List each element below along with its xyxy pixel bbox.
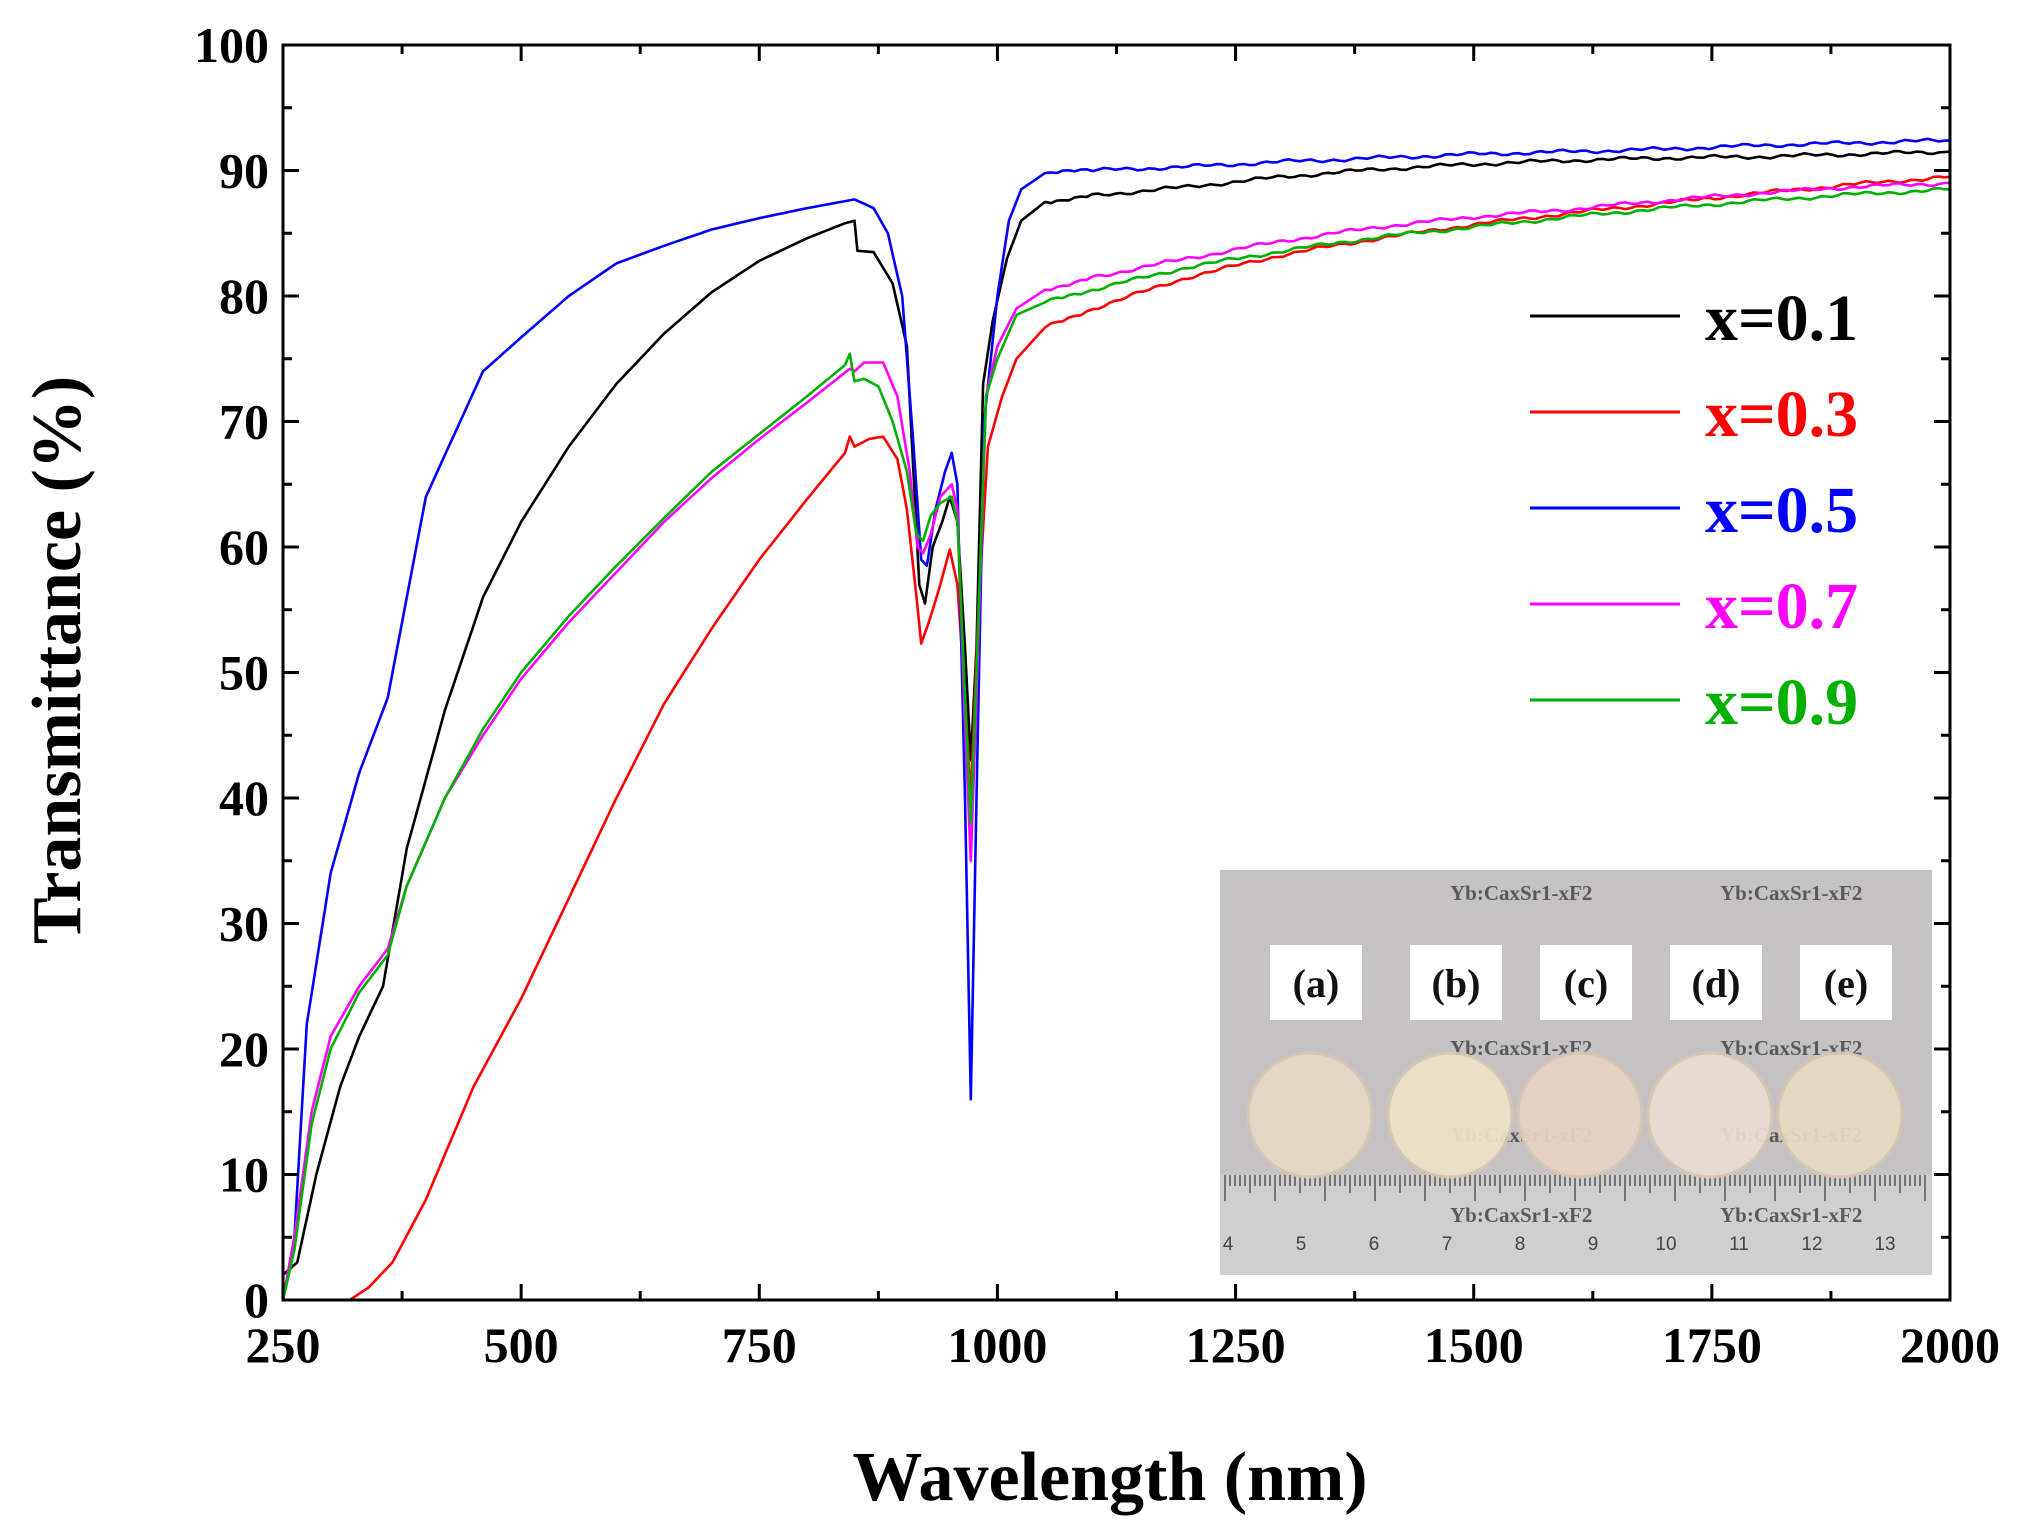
ruler-number: 10 bbox=[1655, 1234, 1676, 1255]
ruler-number: 5 bbox=[1296, 1234, 1307, 1255]
axes: 250 500 750 1000 1250 1500 1750 2000 0 10 20 30 40 50… bbox=[194, 17, 2000, 1373]
crystal-disc bbox=[1246, 1051, 1374, 1179]
crystal-disc bbox=[1386, 1051, 1514, 1179]
y-tick-label: 90 bbox=[219, 143, 269, 199]
ruler-number: 13 bbox=[1874, 1234, 1895, 1255]
inset-photo: 4 5 6 7 8 9 10 11 12 13 Yb:CaxSr1-xF2 Yb:CaxSr1-xF2… bbox=[1220, 870, 1932, 1275]
y-tick-label: 30 bbox=[219, 896, 269, 952]
inset-label-d: (d) bbox=[1692, 961, 1741, 1006]
x-tick-label: 250 bbox=[246, 1317, 321, 1373]
series-line-x-0_9 bbox=[281, 186, 1950, 1301]
y-tick-label: 60 bbox=[219, 519, 269, 575]
ruler-number: 9 bbox=[1588, 1234, 1599, 1255]
inset-background-text: Yb:CaxSr1-xF2 bbox=[1450, 881, 1592, 905]
inset-label-box bbox=[1270, 945, 1362, 1020]
y-tick-label: 100 bbox=[194, 17, 269, 73]
ruler-number: 7 bbox=[1442, 1234, 1453, 1255]
crystal-disc bbox=[1776, 1051, 1904, 1179]
legend: x=0.1 x=0.3 x=0.5 x=0.7 x=0.9 bbox=[1530, 282, 1858, 739]
inset-label-box bbox=[1800, 945, 1892, 1020]
inset-label-e: (e) bbox=[1824, 961, 1868, 1006]
legend-label: x=0.9 bbox=[1705, 666, 1858, 739]
x-tick-label: 2000 bbox=[1900, 1317, 2000, 1373]
y-tick-label: 80 bbox=[219, 268, 269, 324]
x-tick-label: 500 bbox=[484, 1317, 559, 1373]
inset-label-a: (a) bbox=[1293, 961, 1340, 1006]
inset-label-box bbox=[1410, 945, 1502, 1020]
ruler-number: 8 bbox=[1515, 1234, 1526, 1255]
series-lines bbox=[281, 137, 1951, 1302]
inset-label-box bbox=[1540, 945, 1632, 1020]
series-line-x-0_5 bbox=[281, 137, 1951, 1301]
y-tick-label: 70 bbox=[219, 394, 269, 450]
y-tick-label: 0 bbox=[244, 1272, 269, 1328]
x-tick-label: 1750 bbox=[1662, 1317, 1762, 1373]
y-tick-label: 50 bbox=[219, 645, 269, 701]
series-line-x-0_1 bbox=[282, 149, 1951, 1276]
y-tick-label: 40 bbox=[219, 770, 269, 826]
inset-label-b: (b) bbox=[1432, 961, 1481, 1006]
y-tick-label: 10 bbox=[219, 1147, 269, 1203]
inset-background-text: Yb:CaxSr1-xF2 bbox=[1720, 1203, 1862, 1227]
ruler-number: 4 bbox=[1223, 1234, 1234, 1255]
legend-label: x=0.5 bbox=[1705, 474, 1858, 547]
inset-ruler-band bbox=[1220, 1175, 1932, 1275]
ruler-number: 6 bbox=[1369, 1234, 1380, 1255]
x-tick-label: 1000 bbox=[947, 1317, 1047, 1373]
y-tick-label: 20 bbox=[219, 1021, 269, 1077]
series-line-x-0_7 bbox=[281, 181, 1950, 1301]
inset-background-text: Yb:CaxSr1-xF2 bbox=[1450, 1203, 1592, 1227]
crystal-disc bbox=[1516, 1051, 1644, 1179]
x-tick-label: 1250 bbox=[1186, 1317, 1286, 1373]
inset-background-text: Yb:CaxSr1-xF2 bbox=[1720, 881, 1862, 905]
crystal-disc bbox=[1646, 1051, 1774, 1179]
ruler-number: 11 bbox=[1729, 1234, 1749, 1255]
x-tick-label: 750 bbox=[722, 1317, 797, 1373]
ruler-number: 12 bbox=[1801, 1234, 1822, 1255]
x-axis-title: Wavelength (nm) bbox=[852, 1439, 1367, 1516]
legend-label: x=0.3 bbox=[1705, 378, 1858, 451]
y-axis-title: Transmittance (%) bbox=[19, 376, 96, 944]
legend-label: x=0.1 bbox=[1705, 282, 1858, 355]
x-tick-label: 1500 bbox=[1424, 1317, 1524, 1373]
inset-label-c: (c) bbox=[1564, 961, 1608, 1006]
legend-label: x=0.7 bbox=[1705, 570, 1858, 643]
inset-label-box bbox=[1670, 945, 1762, 1020]
